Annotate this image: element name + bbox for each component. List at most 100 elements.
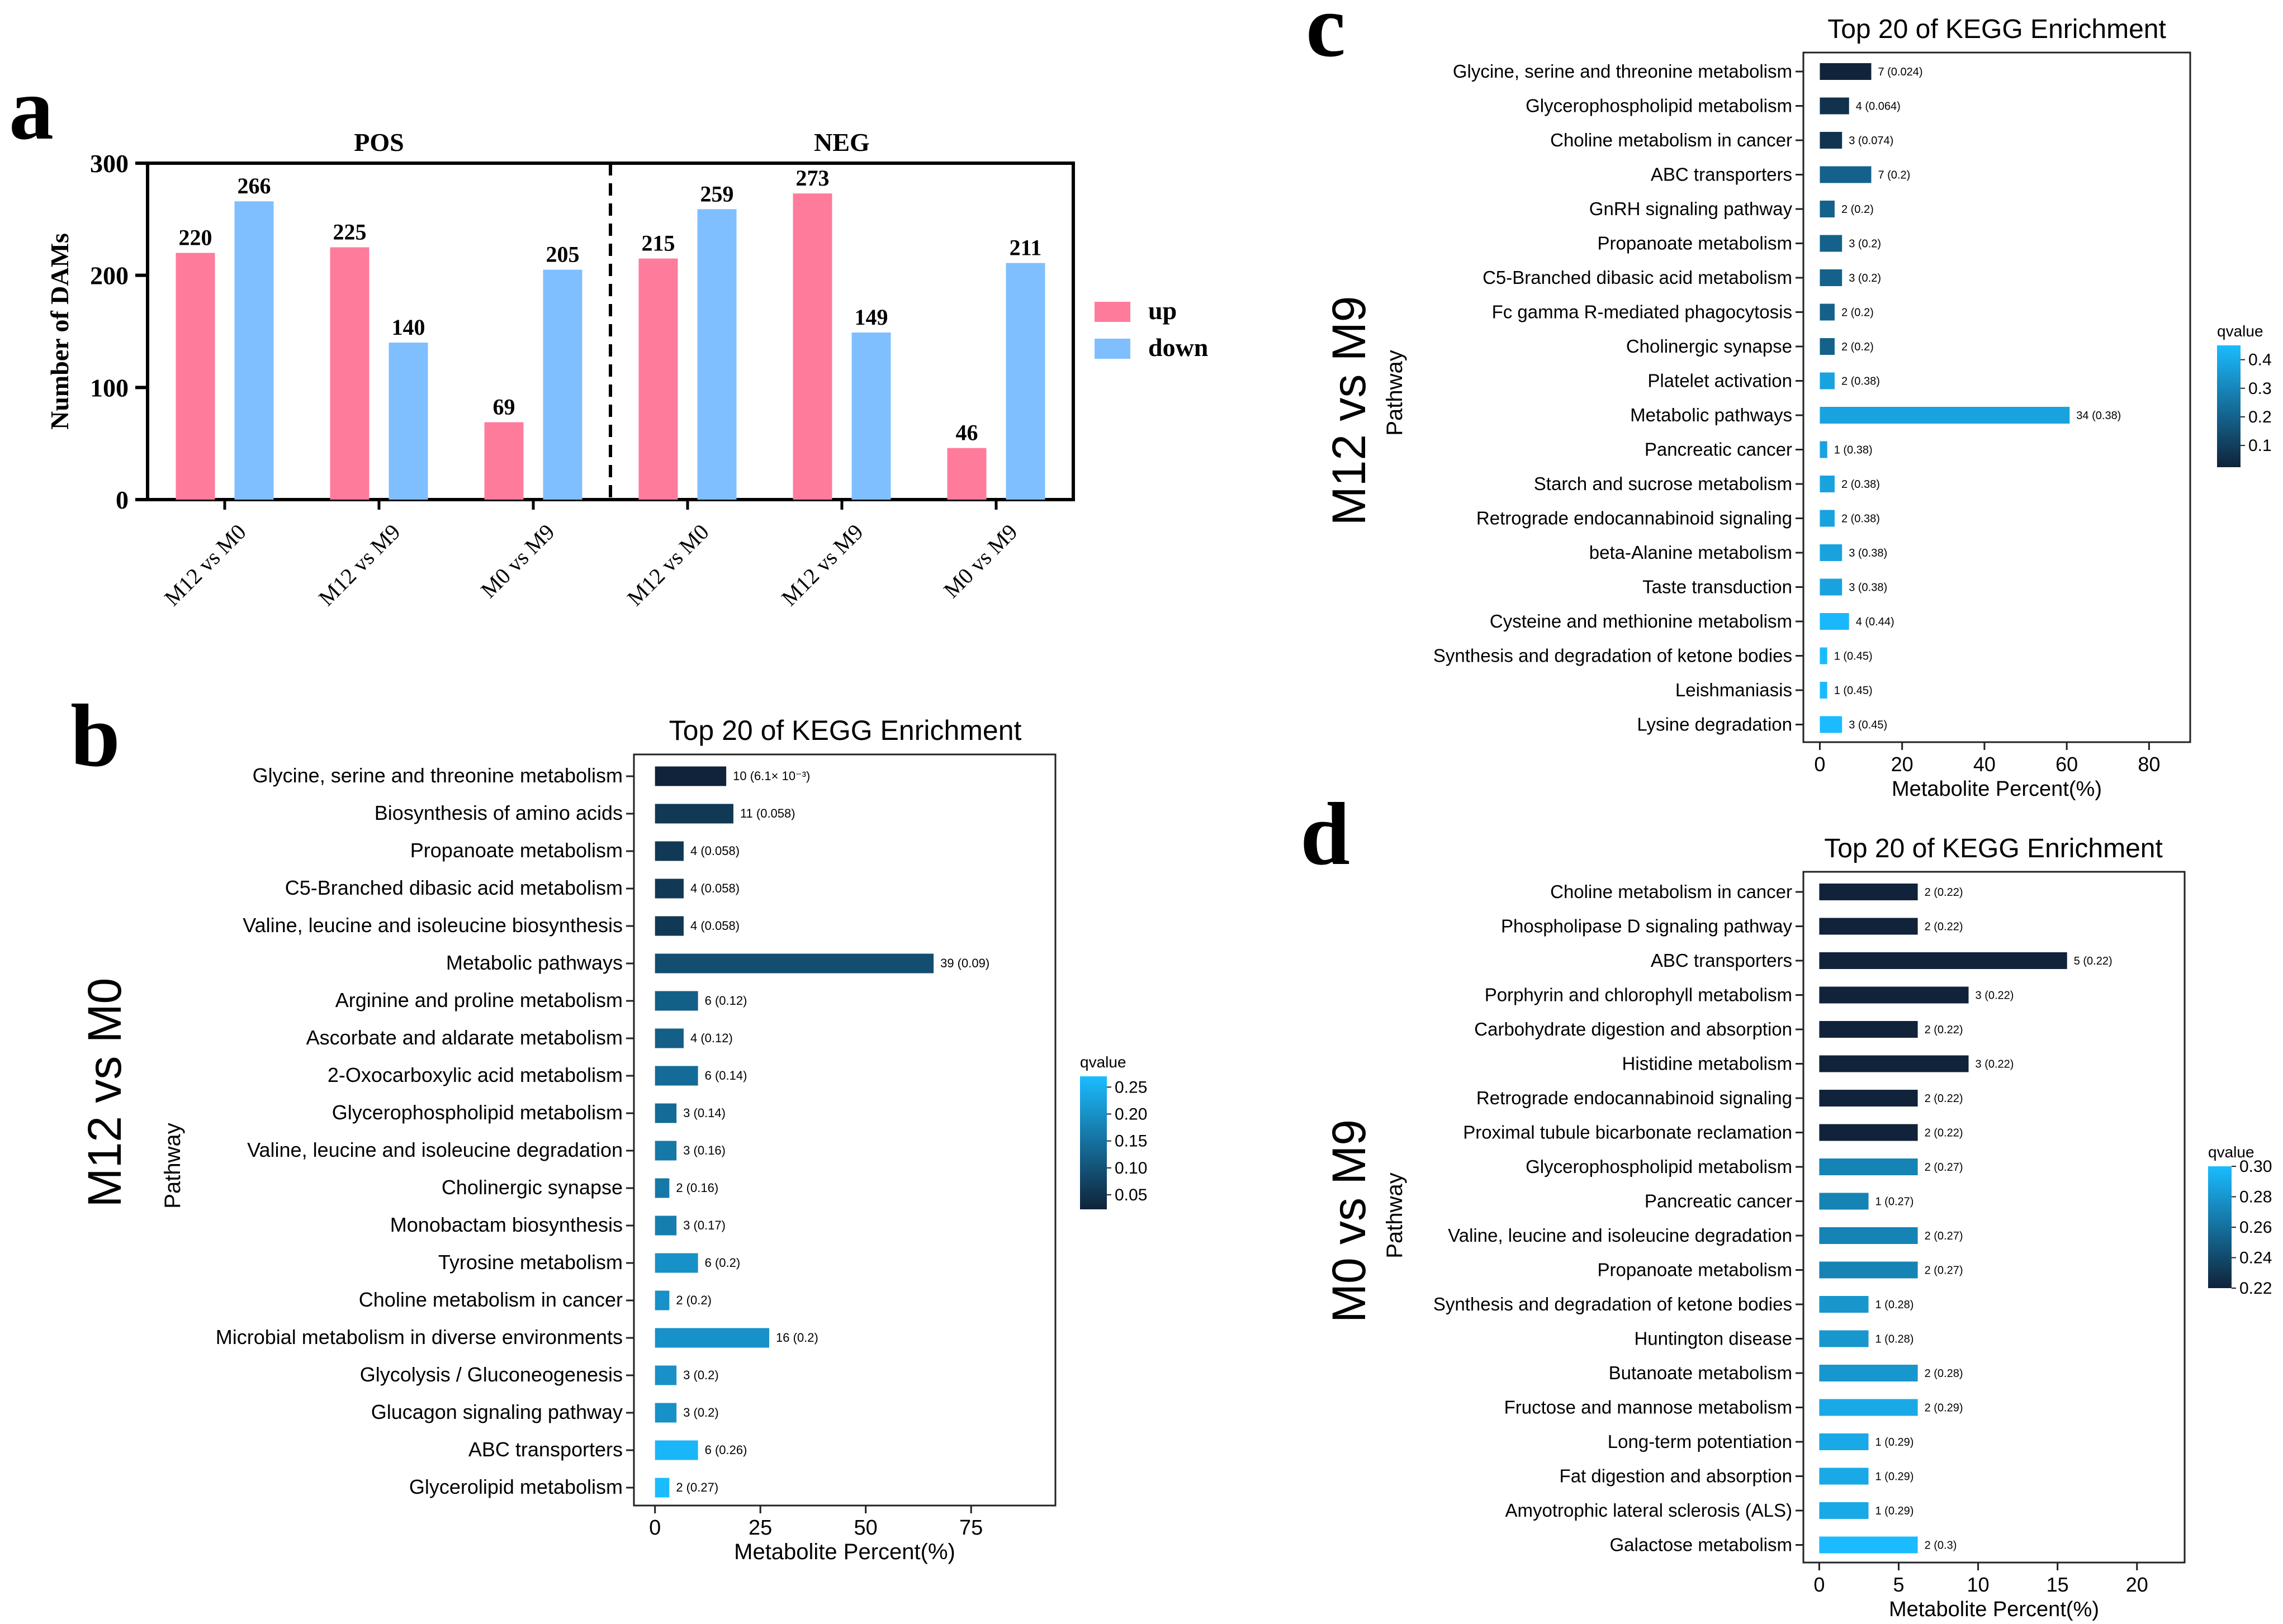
x-tick-label: 25 [749, 1516, 772, 1540]
pathway-bar [655, 1103, 677, 1123]
pathway-label: Propanoate metabolism [1597, 233, 1792, 254]
chart-kegg-m12-vs-m0: Top 20 of KEGG Enrichment Glycine, serine… [78, 715, 1147, 1564]
pathway-bar [1820, 544, 1842, 561]
bar-value-label: 2 (0.27) [1925, 1265, 1963, 1277]
data-label-up: 69 [493, 395, 515, 420]
pathway-label: Pancreatic cancer [1645, 1191, 1792, 1212]
x-tick-label: 20 [2126, 1573, 2148, 1596]
pathway-label: Cysteine and methionine metabolism [1490, 611, 1792, 631]
pathway-bar [1820, 441, 1827, 458]
pathway-label: Synthesis and degradation of ketone bodi… [1433, 1294, 1792, 1314]
bar-value-label: 39 (0.09) [940, 956, 989, 970]
bar-value-label: 4 (0.058) [690, 881, 740, 895]
bar-value-label: 2 (0.38) [1841, 376, 1880, 388]
bar-value-label: 1 (0.28) [1875, 1299, 1914, 1311]
x-tick-label: M0 vs M9 [939, 519, 1022, 603]
pathway-bar [1819, 1433, 1869, 1450]
bar-value-label: 5 (0.22) [2074, 955, 2113, 967]
y-axis-label: Number of DAMs [45, 233, 74, 430]
bar-value-label: 3 (0.14) [683, 1106, 726, 1120]
y-axis-label: Pathway [1382, 350, 1407, 435]
bar-value-label: 2 (0.38) [1841, 513, 1880, 525]
pathway-bar [655, 1215, 677, 1236]
pathway-bar [1819, 1502, 1869, 1519]
bar-value-label: 16 (0.2) [776, 1331, 818, 1345]
bar-down [543, 269, 582, 500]
pathway-label: Retrograde endocannabinoid signaling [1476, 508, 1792, 529]
colorbar [1080, 1076, 1107, 1209]
colorbar-tick-label: 0.05 [1115, 1186, 1147, 1204]
comparison-label: M12 vs M0 [78, 978, 131, 1208]
group-label: NEG [814, 128, 870, 156]
bar-value-label: 3 (0.22) [1976, 990, 2014, 1002]
pathway-label: Huntington disease [1634, 1328, 1792, 1349]
pathway-bar [655, 991, 698, 1011]
y-axis-label: Pathway [1382, 1172, 1407, 1258]
bar-down [234, 201, 274, 500]
legend-label: up [1148, 296, 1177, 325]
chart-dam-counts: 0 100 200 300 Number of DAMs POS 220 266 M12 vs … [45, 128, 1208, 611]
pathway-label: Choline metabolism in cancer [1550, 881, 1792, 902]
bar-value-label: 4 (0.44) [1856, 616, 1894, 628]
bar-value-label: 2 (0.22) [1925, 1093, 1963, 1105]
pathway-label: Tyrosine metabolism [438, 1251, 623, 1274]
data-label-up: 220 [179, 225, 212, 250]
pathway-label: Glycine, serine and threonine metabolism [1453, 61, 1792, 82]
bar-down [851, 333, 891, 500]
pathway-bar [1820, 578, 1842, 596]
bar-value-label: 2 (0.2) [1841, 341, 1874, 353]
bar-value-label: 1 (0.28) [1875, 1333, 1914, 1346]
chart-kegg-m12-vs-m9: Top 20 of KEGG Enrichment Glycine, serine… [1323, 15, 2272, 801]
bar-value-label: 3 (0.2) [683, 1405, 719, 1419]
bar-value-label: 10 (6.1× 10⁻³) [733, 769, 810, 783]
bar-value-label: 2 (0.3) [1925, 1540, 1957, 1552]
pathway-bar [655, 1028, 684, 1048]
pathway-label: Valine, leucine and isoleucine degradati… [247, 1138, 623, 1161]
bar-value-label: 1 (0.27) [1875, 1196, 1914, 1208]
x-tick-label: M12 vs M0 [159, 519, 251, 611]
pathway-bar [1820, 235, 1842, 252]
bar-value-label: 2 (0.22) [1925, 886, 1963, 899]
pathway-bar [1819, 1158, 1918, 1175]
pathway-label: Metabolic pathways [1630, 405, 1792, 425]
x-axis-label: Metabolite Percent(%) [734, 1540, 955, 1564]
colorbar-title: qvalue [2217, 322, 2263, 340]
x-tick-label: M12 vs M0 [622, 519, 714, 611]
data-label-down: 259 [700, 181, 734, 206]
pathway-bar [1819, 1193, 1869, 1210]
pathway-bar [1819, 1468, 1869, 1485]
pathway-bar [1819, 1261, 1918, 1279]
bar-value-label: 2 (0.27) [676, 1480, 718, 1494]
pathway-label: ABC transporters [1651, 950, 1792, 971]
pathway-label: Leishmaniasis [1675, 680, 1792, 700]
y-tick-label: 300 [90, 149, 129, 178]
pathway-bar [1819, 1536, 1918, 1554]
bar-value-label: 4 (0.12) [690, 1031, 733, 1045]
pathway-label: Phospholipase D signaling pathway [1501, 916, 1793, 937]
bar-value-label: 3 (0.22) [1976, 1058, 2014, 1071]
pathway-bar [1820, 338, 1835, 355]
pathway-bar [1820, 269, 1842, 286]
colorbar-tick-label: 0.20 [1115, 1105, 1147, 1123]
bar-value-label: 2 (0.2) [1841, 203, 1874, 216]
panel-letter-c: c [1306, 0, 1346, 75]
data-label-down: 211 [1010, 235, 1042, 260]
pathway-bar [1819, 1021, 1918, 1038]
bar-value-label: 11 (0.058) [740, 806, 795, 820]
bar-down [697, 209, 737, 500]
bar-value-label: 1 (0.45) [1834, 650, 1873, 663]
pathway-bar [655, 1440, 698, 1460]
x-tick-label: M12 vs M9 [776, 519, 868, 611]
pathway-bar [1820, 613, 1849, 630]
pathway-bar [1819, 1055, 1969, 1072]
pathway-bar [655, 1253, 698, 1273]
bar-value-label: 3 (0.38) [1849, 547, 1887, 559]
pathway-bar [1819, 1365, 1918, 1381]
colorbar-tick-label: 0.28 [2239, 1188, 2272, 1207]
pathway-label: Butanoate metabolism [1609, 1362, 1792, 1383]
x-tick-label: 50 [854, 1516, 878, 1540]
colorbar-tick-label: 0.30 [2239, 1157, 2272, 1176]
bar-up [484, 422, 524, 500]
x-tick-label: M0 vs M9 [476, 519, 560, 603]
